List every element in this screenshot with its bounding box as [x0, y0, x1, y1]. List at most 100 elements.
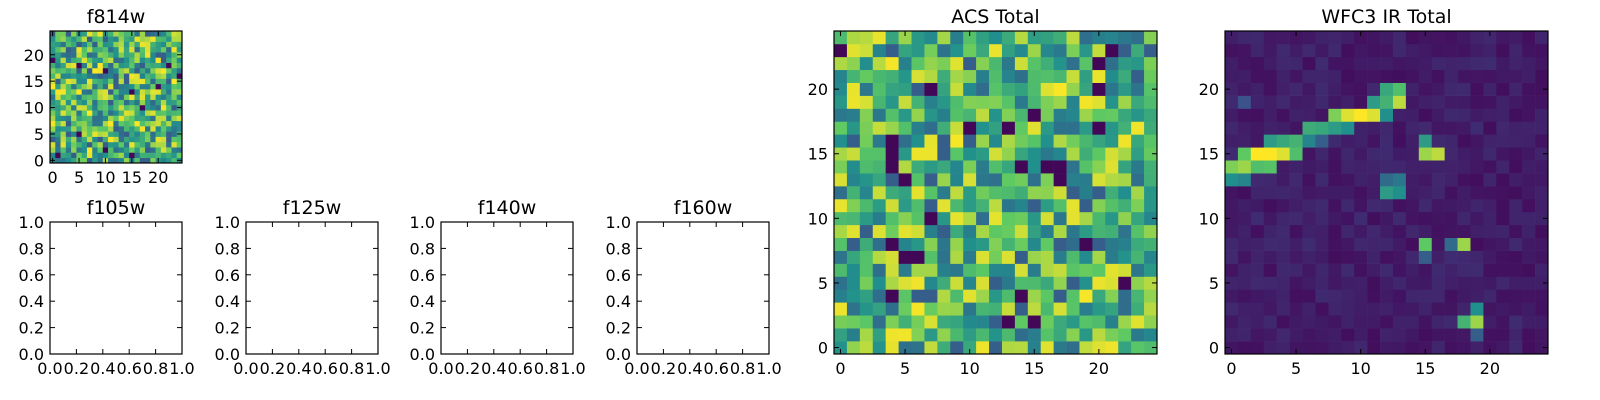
heatmap-cell — [1066, 121, 1080, 135]
heatmap-cell — [1092, 302, 1106, 316]
heatmap-cell — [71, 136, 77, 143]
heatmap-cell — [1405, 250, 1420, 264]
heatmap-cell — [1276, 173, 1290, 187]
y-tick-label: 10 — [808, 209, 828, 228]
heatmap-cell — [134, 36, 141, 42]
heatmap-cell — [139, 147, 146, 153]
heatmap-cell — [60, 83, 67, 90]
heatmap-cell — [1144, 173, 1158, 187]
heatmap-cell — [1066, 173, 1080, 187]
heatmap-cell — [950, 289, 964, 303]
heatmap-cell — [1250, 82, 1265, 96]
heatmap-cell — [1405, 328, 1420, 342]
heatmap-cell — [924, 341, 938, 355]
heatmap-cell — [1066, 211, 1080, 226]
heatmap-cell — [1225, 121, 1239, 135]
heatmap-cell — [1418, 69, 1433, 83]
heatmap-cell — [76, 120, 82, 127]
heatmap-cell — [171, 110, 178, 116]
heatmap-cell — [1328, 134, 1342, 148]
heatmap-cell — [145, 157, 151, 164]
panel-title: f140w — [478, 197, 537, 219]
heatmap-cell — [1118, 108, 1132, 122]
heatmap-cell — [145, 73, 151, 79]
heatmap-cell — [846, 237, 861, 251]
y-tick-label: 5 — [34, 125, 44, 144]
heatmap-cell — [176, 62, 183, 69]
heatmap-cell — [1470, 276, 1484, 290]
heatmap-cell — [1144, 43, 1158, 58]
heatmap-cell — [1053, 147, 1067, 161]
heatmap-cell — [1040, 302, 1054, 316]
heatmap-cell — [1092, 186, 1106, 200]
heatmap-cell — [134, 46, 141, 53]
heatmap-cell — [1380, 250, 1394, 264]
heatmap-cell — [139, 104, 146, 111]
y-tick-label: 0.8 — [19, 239, 44, 258]
heatmap-cell — [1053, 82, 1067, 96]
heatmap-cell — [134, 115, 141, 122]
heatmap-cell — [81, 157, 88, 164]
heatmap-cell — [924, 95, 938, 109]
heatmap-cell — [1105, 315, 1119, 329]
heatmap-cell — [150, 41, 156, 48]
heatmap-cell — [1444, 328, 1458, 342]
heatmap-cell — [1444, 341, 1458, 355]
heatmap-cell — [55, 62, 61, 69]
heatmap-cell — [1105, 263, 1119, 277]
heatmap-cell — [134, 78, 141, 85]
heatmap-cell — [166, 41, 172, 48]
heatmap-cell — [1225, 147, 1239, 161]
heatmap-cell — [160, 57, 167, 63]
heatmap-cell — [1027, 224, 1042, 239]
heatmap-cell — [1392, 289, 1407, 303]
heatmap-cell — [885, 276, 899, 290]
heatmap-cell — [55, 131, 61, 137]
heatmap-cell — [989, 31, 1003, 45]
heatmap-cell — [1263, 95, 1277, 109]
heatmap-cell — [859, 198, 874, 213]
heatmap-cell — [1354, 341, 1368, 355]
heatmap-cell — [1066, 108, 1080, 122]
heatmap-cell — [963, 315, 977, 329]
heatmap-cell — [171, 52, 178, 58]
x-tick-label: 15 — [122, 168, 142, 187]
heatmap-cell — [60, 115, 67, 122]
heatmap-cell — [129, 115, 135, 122]
heatmap-cell — [1367, 198, 1381, 213]
heatmap-cell — [166, 110, 172, 116]
heatmap-cell — [55, 78, 61, 85]
heatmap-cell — [1014, 211, 1029, 226]
heatmap-cell — [150, 131, 156, 137]
heatmap-cell — [1053, 211, 1067, 226]
heatmap-cell — [859, 147, 874, 161]
heatmap-cell — [1328, 250, 1342, 264]
heatmap-cell — [1444, 121, 1458, 135]
heatmap-cell — [1131, 341, 1145, 355]
x-tick-label: 0.2 — [455, 359, 480, 378]
heatmap-cell — [1225, 263, 1239, 277]
heatmap-cell — [150, 115, 156, 122]
heatmap-cell — [76, 89, 82, 95]
heatmap-cell — [1444, 289, 1458, 303]
heatmap-cell — [924, 134, 938, 148]
heatmap-cell — [139, 62, 146, 69]
heatmap-cell — [139, 110, 146, 116]
heatmap-cell — [1302, 95, 1316, 109]
heatmap-cell — [1014, 250, 1029, 264]
heatmap-cell — [1328, 173, 1342, 187]
heatmap-cell — [1418, 95, 1433, 109]
heatmap-cell — [1354, 186, 1368, 200]
heatmap-cell — [1315, 263, 1329, 277]
x-tick-label: 1.0 — [169, 359, 194, 378]
y-tick-label: 15 — [1199, 145, 1219, 164]
heatmap-cell — [108, 94, 114, 100]
heatmap-cell — [1380, 198, 1394, 213]
heatmap-cell — [1225, 82, 1239, 96]
heatmap-cell — [76, 83, 82, 90]
heatmap-cell — [872, 302, 886, 316]
heatmap-cell — [1392, 160, 1407, 174]
heatmap-cell — [1380, 121, 1394, 135]
heatmap-cell — [1263, 315, 1277, 329]
heatmap-cell — [1144, 224, 1158, 239]
